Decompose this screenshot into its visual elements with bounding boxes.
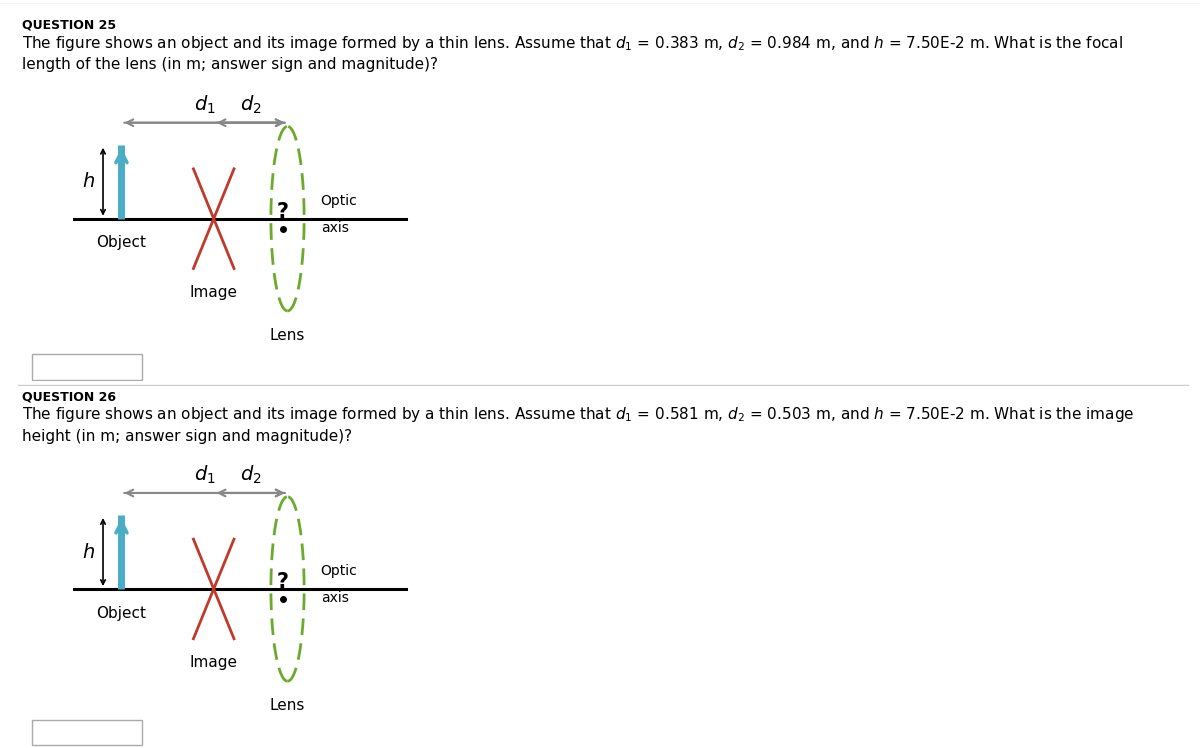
FancyBboxPatch shape — [32, 355, 142, 380]
Text: QUESTION 26: QUESTION 26 — [22, 390, 115, 403]
Text: Object: Object — [96, 236, 146, 251]
Text: axis: axis — [320, 591, 349, 605]
Text: Optic: Optic — [320, 194, 358, 208]
Text: QUESTION 25: QUESTION 25 — [22, 19, 115, 31]
Text: Lens: Lens — [270, 698, 305, 713]
Text: height (in m; answer sign and magnitude)?: height (in m; answer sign and magnitude)… — [22, 429, 352, 444]
Text: axis: axis — [320, 221, 349, 235]
Text: $h$: $h$ — [83, 542, 96, 562]
Text: Image: Image — [190, 285, 238, 300]
Text: $d_2$: $d_2$ — [240, 464, 262, 486]
Text: The figure shows an object and its image formed by a thin lens. Assume that $d_1: The figure shows an object and its image… — [22, 34, 1122, 52]
Text: ?: ? — [277, 572, 289, 592]
Text: $d_1$: $d_1$ — [193, 464, 215, 486]
Text: ?: ? — [277, 202, 289, 222]
Text: ────────────────────────────────────────────────────────────────────────────────: ────────────────────────────────────────… — [22, 384, 412, 389]
Text: Lens: Lens — [270, 328, 305, 343]
Text: length of the lens (in m; answer sign and magnitude)?: length of the lens (in m; answer sign an… — [22, 57, 438, 72]
Text: $d_2$: $d_2$ — [240, 94, 262, 116]
Text: Image: Image — [190, 655, 238, 670]
FancyBboxPatch shape — [32, 720, 142, 745]
Text: Optic: Optic — [320, 564, 358, 578]
Text: The figure shows an object and its image formed by a thin lens. Assume that $d_1: The figure shows an object and its image… — [22, 405, 1134, 424]
Text: $d_1$: $d_1$ — [193, 94, 215, 116]
Text: $h$: $h$ — [83, 172, 96, 191]
Text: Object: Object — [96, 606, 146, 621]
